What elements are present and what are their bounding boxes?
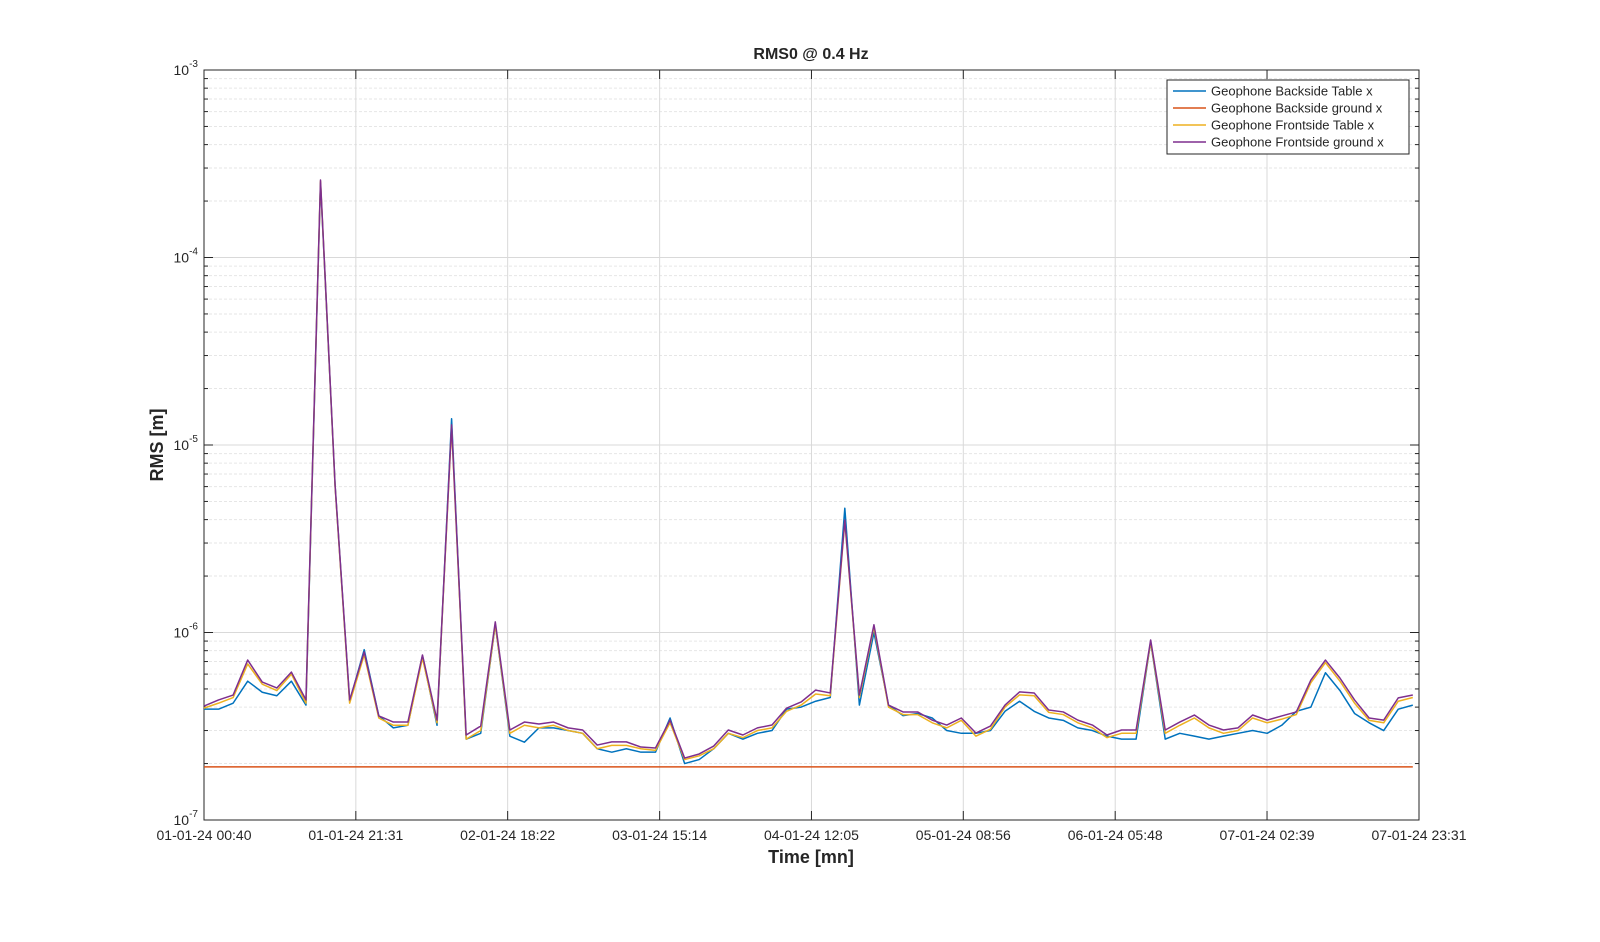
y-tick-exponent: -3	[189, 59, 198, 70]
y-tick-base: 10	[174, 250, 190, 266]
y-tick-label: 10-6	[174, 622, 199, 641]
legend-label: Geophone Frontside ground x	[1211, 135, 1384, 150]
x-tick-label: 07-01-24 02:39	[1220, 827, 1315, 843]
x-axis-label: Time [mn]	[768, 847, 854, 867]
y-tick-exponent: -6	[189, 622, 198, 633]
y-tick-label: 10-4	[174, 247, 199, 266]
y-tick-base: 10	[174, 625, 190, 641]
x-tick-label: 04-01-24 12:05	[764, 827, 859, 843]
x-tick-label: 02-01-24 18:22	[460, 827, 555, 843]
y-tick-exponent: -4	[189, 247, 198, 258]
legend: Geophone Backside Table x Geophone Backsi…	[1166, 79, 1410, 155]
legend-label: Geophone Frontside Table x	[1211, 118, 1375, 133]
y-tick-exponent: -7	[189, 809, 198, 820]
x-tick-label: 06-01-24 05:48	[1068, 827, 1163, 843]
y-tick-base: 10	[174, 812, 190, 828]
chart-title: RMS0 @ 0.4 Hz	[753, 46, 868, 63]
x-tick-label: 05-01-24 08:56	[916, 827, 1011, 843]
y-tick-label: 10-3	[174, 59, 199, 78]
x-tick-label: 01-01-24 21:31	[308, 827, 403, 843]
y-axis-label: RMS [m]	[147, 409, 167, 482]
legend-label: Geophone Backside Table x	[1211, 84, 1373, 99]
x-tick-label: 03-01-24 15:14	[612, 827, 707, 843]
y-tick-base: 10	[174, 62, 190, 78]
y-tick-base: 10	[174, 437, 190, 453]
y-tick-label: 10-7	[174, 809, 199, 828]
y-tick-exponent: -5	[189, 434, 198, 445]
legend-label: Geophone Backside ground x	[1211, 101, 1383, 116]
y-tick-label: 10-5	[174, 434, 199, 453]
legend-box	[1166, 79, 1410, 155]
x-tick-label: 01-01-24 00:40	[157, 827, 252, 843]
series-line	[203, 180, 1413, 761]
x-tick-label: 07-01-24 23:31	[1372, 827, 1467, 843]
series-line	[203, 179, 1413, 759]
plot-frame	[203, 69, 1420, 821]
